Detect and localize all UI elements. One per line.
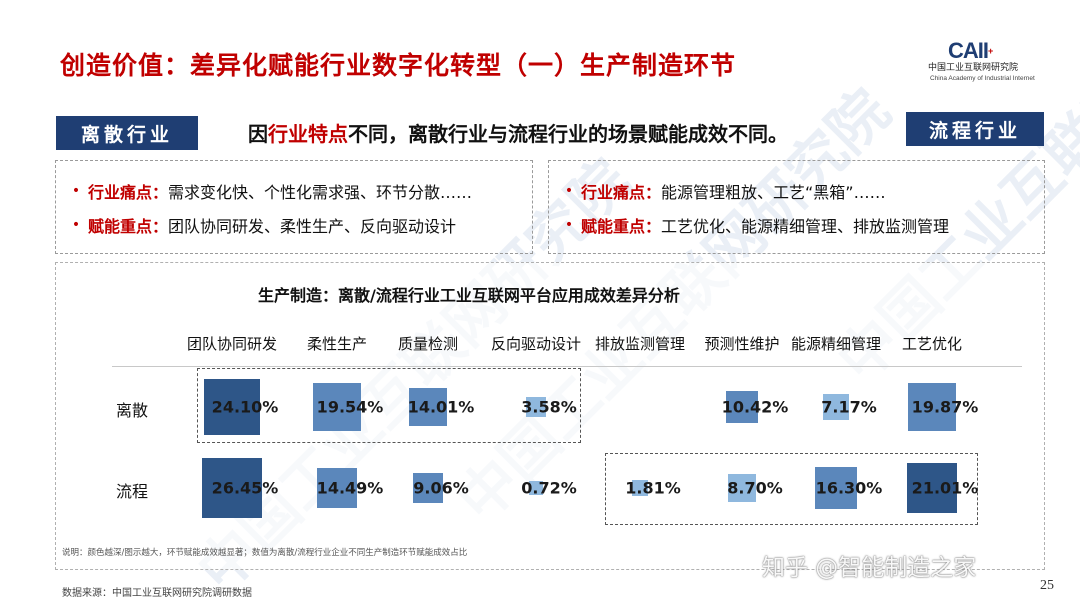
table-title: 生产制造：离散/流程行业工业互联网平台应用成效差异分析: [258, 286, 680, 305]
discrete-focus-group: [197, 368, 581, 443]
value-square: [312, 382, 362, 432]
row-label-process: 流程: [116, 482, 149, 501]
column-header: 工艺优化: [901, 335, 963, 353]
logo-cn: 中国工业互联网研究院: [928, 63, 1019, 73]
value-square: [202, 458, 262, 518]
page-number: 25: [1040, 578, 1054, 593]
discrete-info-box: • 行业痛点： 需求变化快、个性化需求强、环节分散…… • 赋能重点： 团队协同…: [55, 160, 533, 254]
value-square: [814, 466, 858, 510]
bullet-value: 能源管理粗放、工艺“黑箱”……: [661, 183, 886, 202]
value-label: 14.01%: [407, 397, 475, 417]
column-header: 能源精细管理: [790, 335, 882, 353]
column-header: 排放监测管理: [594, 335, 686, 353]
process-industry-tag: 流程行业: [906, 112, 1044, 146]
note: 说明：颜色越深/图示越大，环节赋能成效越显著；数值为离散/流程行业企业不同生产制…: [62, 548, 468, 558]
value-label: 9.06%: [413, 478, 469, 498]
bullet-key: 行业痛点：: [581, 183, 662, 202]
value-label: 19.54%: [316, 397, 384, 417]
bullet-value: 工艺优化、能源精细管理、排放监测管理: [661, 217, 950, 236]
value-square: [526, 397, 546, 417]
value-label: 8.70%: [727, 478, 783, 498]
value-square: [317, 468, 357, 508]
value-label: 16.30%: [815, 478, 883, 498]
caii-logo: CAII+ 中国工业互联网研究院 China Academy of Indust…: [918, 40, 1048, 83]
headline-prefix: 因: [248, 122, 268, 146]
bullet-value: 需求变化快、个性化需求强、环节分散……: [168, 183, 473, 202]
headline-highlight: 行业特点: [268, 122, 348, 146]
value-square: [907, 382, 957, 432]
bullet-dot: •: [564, 217, 574, 233]
bullet-dot: •: [564, 183, 574, 199]
row-label-discrete: 离散: [116, 401, 149, 420]
bullet-key: 赋能重点：: [88, 217, 169, 236]
bullet-value: 团队协同研发、柔性生产、反向驱动设计: [168, 217, 457, 236]
process-focus-group: [605, 453, 978, 525]
process-info-box: • 行业痛点： 能源管理粗放、工艺“黑箱”…… • 赋能重点： 工艺优化、能源精…: [548, 160, 1045, 254]
bullet-focus: • 赋能重点： 团队协同研发、柔性生产、反向驱动设计: [64, 213, 456, 237]
value-label: 26.45%: [211, 478, 279, 498]
data-source: 数据来源：中国工业互联网研究院调研数据: [62, 588, 252, 599]
value-square: [726, 391, 758, 423]
value-label: 1.81%: [625, 478, 681, 498]
bullet-key: 赋能重点：: [581, 217, 662, 236]
bullet-dot: •: [71, 183, 81, 199]
bullet-focus: • 赋能重点： 工艺优化、能源精细管理、排放监测管理: [557, 213, 949, 237]
corner-watermark: 知乎 @智能制造之家: [762, 555, 977, 581]
column-header: 团队协同研发: [186, 335, 278, 353]
value-square: [631, 479, 649, 497]
column-header: 柔性生产: [306, 335, 368, 353]
bullet-pain-point: • 行业痛点： 需求变化快、个性化需求强、环节分散……: [64, 179, 472, 203]
bullet-dot: •: [71, 217, 81, 233]
page-title: 创造价值：差异化赋能行业数字化转型（一）生产制造环节: [60, 51, 737, 80]
value-label: 7.17%: [821, 397, 877, 417]
value-label: 3.58%: [521, 397, 577, 417]
bullet-key: 行业痛点：: [88, 183, 169, 202]
value-square: [727, 473, 757, 503]
value-square: [823, 394, 849, 420]
header-divider: [112, 366, 1022, 367]
value-label: 19.87%: [911, 397, 979, 417]
logo-en: China Academy of Industrial Internet: [930, 75, 1035, 82]
value-square: [203, 378, 261, 436]
value-square: [408, 387, 448, 427]
value-label: 10.42%: [721, 397, 789, 417]
bullet-pain-point: • 行业痛点： 能源管理粗放、工艺“黑箱”……: [557, 179, 886, 203]
value-label: 0.72%: [521, 478, 577, 498]
headline-suffix: 不同，离散行业与流程行业的场景赋能成效不同。: [348, 122, 788, 146]
value-square: [528, 480, 544, 496]
value-square: [413, 473, 443, 503]
value-label: 21.01%: [911, 478, 979, 498]
discrete-industry-tag: 离散行业: [56, 116, 198, 150]
headline: 因行业特点不同，离散行业与流程行业的场景赋能成效不同。: [248, 118, 788, 147]
column-header: 反向驱动设计: [490, 335, 582, 353]
column-header: 预测性维护: [704, 335, 780, 353]
value-label: 14.49%: [316, 478, 384, 498]
column-header: 质量检测: [397, 335, 459, 353]
logo-mark: CAII+: [948, 38, 993, 63]
value-square: [906, 462, 958, 514]
value-label: 24.10%: [211, 397, 279, 417]
